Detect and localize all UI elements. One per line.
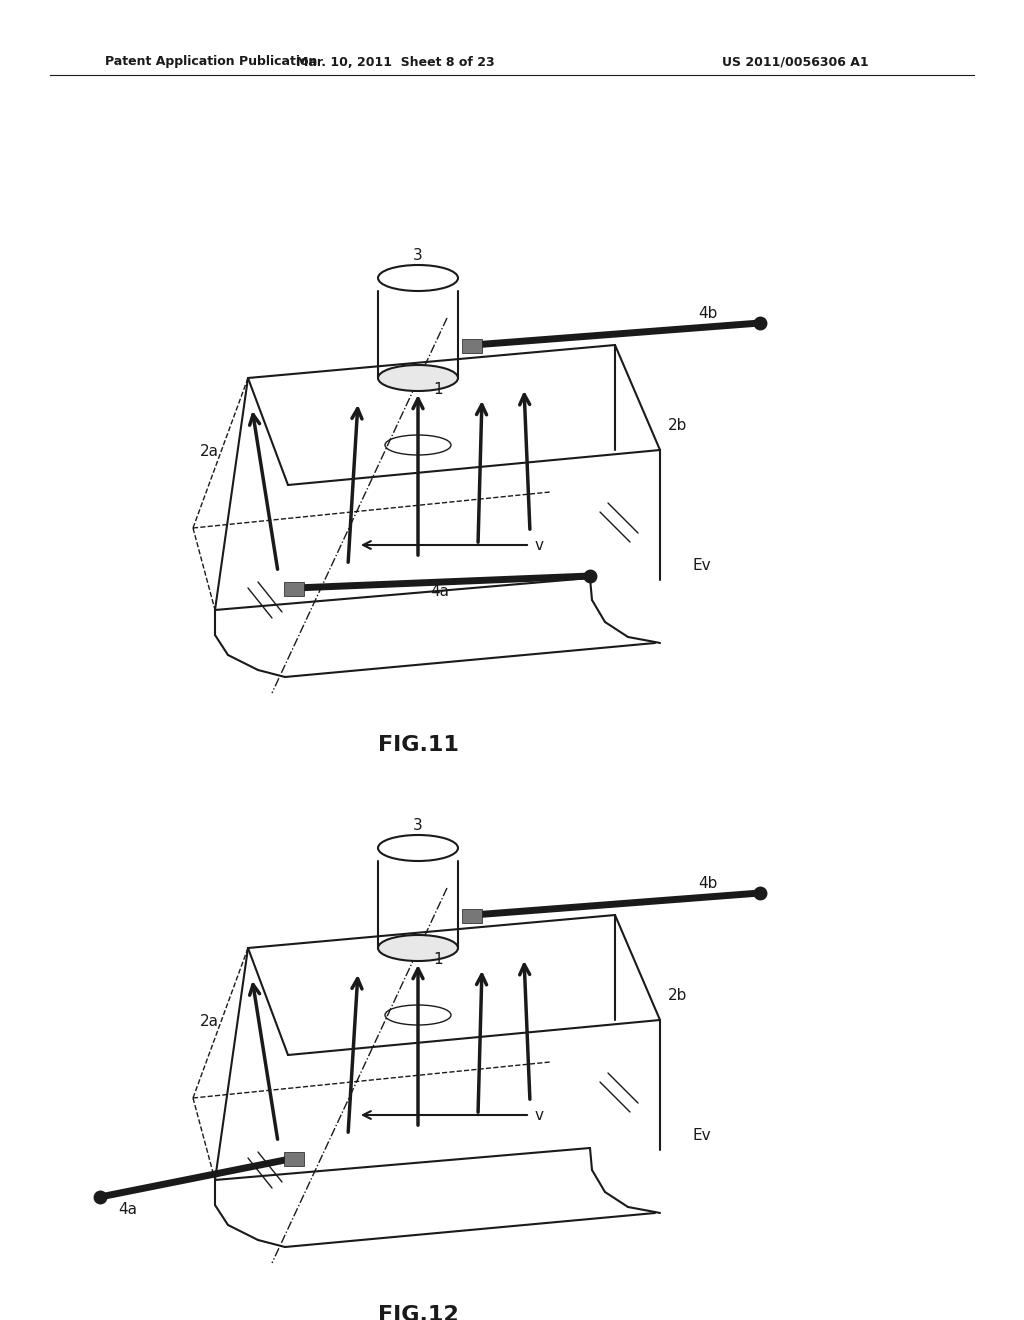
Text: Ev: Ev: [693, 1127, 712, 1143]
Ellipse shape: [378, 935, 458, 961]
Text: FIG.12: FIG.12: [378, 1305, 459, 1320]
Text: 2a: 2a: [200, 445, 219, 459]
Text: Mar. 10, 2011  Sheet 8 of 23: Mar. 10, 2011 Sheet 8 of 23: [296, 55, 495, 69]
FancyBboxPatch shape: [462, 909, 482, 923]
Text: 2a: 2a: [200, 1015, 219, 1030]
FancyBboxPatch shape: [284, 582, 304, 597]
Text: 2b: 2b: [668, 987, 687, 1002]
Text: US 2011/0056306 A1: US 2011/0056306 A1: [722, 55, 868, 69]
Text: 4b: 4b: [698, 305, 718, 321]
Ellipse shape: [378, 366, 458, 391]
FancyBboxPatch shape: [284, 1152, 304, 1166]
Text: v: v: [535, 1107, 544, 1122]
Text: 1: 1: [433, 953, 442, 968]
Text: 3: 3: [413, 818, 423, 833]
Text: 3: 3: [413, 248, 423, 263]
Text: v: v: [535, 537, 544, 553]
FancyBboxPatch shape: [462, 339, 482, 352]
Text: 2b: 2b: [668, 417, 687, 433]
Text: Patent Application Publication: Patent Application Publication: [105, 55, 317, 69]
Text: 4a: 4a: [430, 585, 449, 599]
Text: FIG.11: FIG.11: [378, 735, 459, 755]
Text: 4a: 4a: [118, 1203, 137, 1217]
Text: 1: 1: [433, 383, 442, 397]
Text: 4b: 4b: [698, 875, 718, 891]
Text: Ev: Ev: [693, 557, 712, 573]
